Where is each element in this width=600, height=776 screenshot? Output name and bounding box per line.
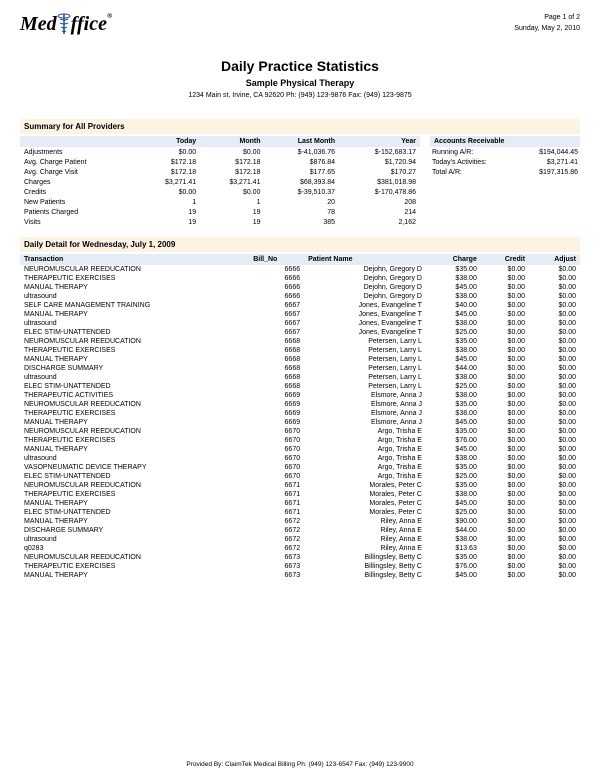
logo-text-2: ffice [71,13,107,35]
practice-address: 1234 Main st, Irvine, CA 92620 Ph: (949)… [20,92,580,99]
footer-text: Provided By: ClaimTek Medical Billing Ph… [0,761,600,768]
detail-row: MANUAL THERAPY6672Riley, Anna E$90.00$0.… [20,517,580,526]
detail-col: Adjust [529,254,580,265]
detail-row: MANUAL THERAPY6673Billingsley, Betty C$4… [20,571,580,580]
summary-row: New Patients1120208 [20,197,420,207]
detail-row: MANUAL THERAPY6669Elsmore, Anna J$45.00$… [20,418,580,427]
page-number: Page 1 of 2 [514,12,580,23]
print-date: Sunday, May 2, 2010 [514,23,580,34]
detail-row: q02836672Riley, Anna E$13.63$0.00$0.00 [20,544,580,553]
practice-name: Sample Physical Therapy [20,78,580,88]
detail-row: THERAPEUTIC EXERCISES6670Argo, Trisha E$… [20,436,580,445]
ar-row: Today's Activities:$3,271.41 [430,157,580,167]
detail-row: THERAPEUTIC EXERCISES6673Billingsley, Be… [20,562,580,571]
detail-heading: Daily Detail for Wednesday, July 1, 2009 [20,237,580,252]
detail-col: Charge [426,254,481,265]
detail-row: ELEC STIM-UNATTENDED6668Petersen, Larry … [20,382,580,391]
detail-row: ELEC STIM-UNATTENDED6670Argo, Trisha E$2… [20,472,580,481]
detail-col: Transaction [20,254,249,265]
page-title: Daily Practice Statistics [20,58,580,74]
detail-row: MANUAL THERAPY6667Jones, Evangeline T$45… [20,310,580,319]
summary-row: Adjustments$0.00$0.00$-41,036.76$-152,68… [20,147,420,157]
summary-row: Avg. Charge Patient$172.18$172.18$876.84… [20,157,420,167]
detail-row: ultrasound6666Dejohn, Gregory D$38.00$0.… [20,292,580,301]
summary-col: Month [200,136,264,147]
detail-row: ultrasound6668Petersen, Larry L$38.00$0.… [20,373,580,382]
summary-col: Last Month [264,136,339,147]
detail-row: ELEC STIM-UNATTENDED6667Jones, Evangelin… [20,328,580,337]
detail-col: Patient Name [304,254,426,265]
detail-row: THERAPEUTIC EXERCISES6671Morales, Peter … [20,490,580,499]
detail-row: SELF CARE MANAGEMENT TRAINING6667Jones, … [20,301,580,310]
summary-row: Avg. Charge Visit$172.18$172.18$177.65$1… [20,167,420,177]
detail-row: THERAPEUTIC EXERCISES6669Elsmore, Anna J… [20,409,580,418]
ar-row: Running A/R:$194,044.45 [430,147,580,157]
summary-table: TodayMonthLast MonthYear Adjustments$0.0… [20,136,420,227]
detail-row: NEUROMUSCULAR REEDUCATION6668Petersen, L… [20,337,580,346]
summary-col: Today [136,136,200,147]
detail-row: THERAPEUTIC ACTIVITIES6669Elsmore, Anna … [20,391,580,400]
detail-row: MANUAL THERAPY6671Morales, Peter C$45.00… [20,499,580,508]
detail-col: Credit [481,254,529,265]
detail-row: MANUAL THERAPY6670Argo, Trisha E$45.00$0… [20,445,580,454]
detail-row: NEUROMUSCULAR REEDUCATION6671Morales, Pe… [20,481,580,490]
detail-table: TransactionBill_NoPatient NameChargeCred… [20,254,580,580]
detail-row: ultrasound6672Riley, Anna E$38.00$0.00$0… [20,535,580,544]
detail-row: NEUROMUSCULAR REEDUCATION6673Billingsley… [20,553,580,562]
ar-row: Total A/R:$197,315.86 [430,167,580,177]
summary-col: Year [339,136,420,147]
detail-row: NEUROMUSCULAR REEDUCATION6666Dejohn, Gre… [20,265,580,274]
detail-row: MANUAL THERAPY6668Petersen, Larry L$45.0… [20,355,580,364]
summary-heading: Summary for All Providers [20,119,580,134]
detail-row: DISCHARGE SUMMARY6668Petersen, Larry L$4… [20,364,580,373]
detail-row: DISCHARGE SUMMARY6672Riley, Anna E$44.00… [20,526,580,535]
detail-row: NEUROMUSCULAR REEDUCATION6670Argo, Trish… [20,427,580,436]
registered-icon: ® [107,12,112,20]
detail-row: ELEC STIM-UNATTENDED6671Morales, Peter C… [20,508,580,517]
detail-row: THERAPEUTIC EXERCISES6668Petersen, Larry… [20,346,580,355]
logo-text-1: Med [20,13,57,35]
ar-heading: Accounts Receivable [430,136,580,147]
summary-row: Credits$0.00$0.00$-39,510.37$-170,478.86 [20,187,420,197]
page-meta: Page 1 of 2 Sunday, May 2, 2010 [514,12,580,34]
detail-row: MANUAL THERAPY6666Dejohn, Gregory D$45.0… [20,283,580,292]
detail-row: NEUROMUSCULAR REEDUCATION6669Elsmore, An… [20,400,580,409]
detail-row: VASOPNEUMATIC DEVICE THERAPY6670Argo, Tr… [20,463,580,472]
summary-row: Patients Charged191978214 [20,207,420,217]
summary-row: Charges$3,271.41$3,271.41$68,393.84$381,… [20,177,420,187]
caduceus-icon [57,12,71,36]
logo: Med ffice® [20,12,112,36]
summary-row: Visits19193852,162 [20,217,420,227]
summary-col [20,136,136,147]
detail-col: Bill_No [249,254,304,265]
detail-row: ultrasound6667Jones, Evangeline T$38.00$… [20,319,580,328]
detail-row: ultrasound6670Argo, Trisha E$38.00$0.00$… [20,454,580,463]
detail-row: THERAPEUTIC EXERCISES6666Dejohn, Gregory… [20,274,580,283]
